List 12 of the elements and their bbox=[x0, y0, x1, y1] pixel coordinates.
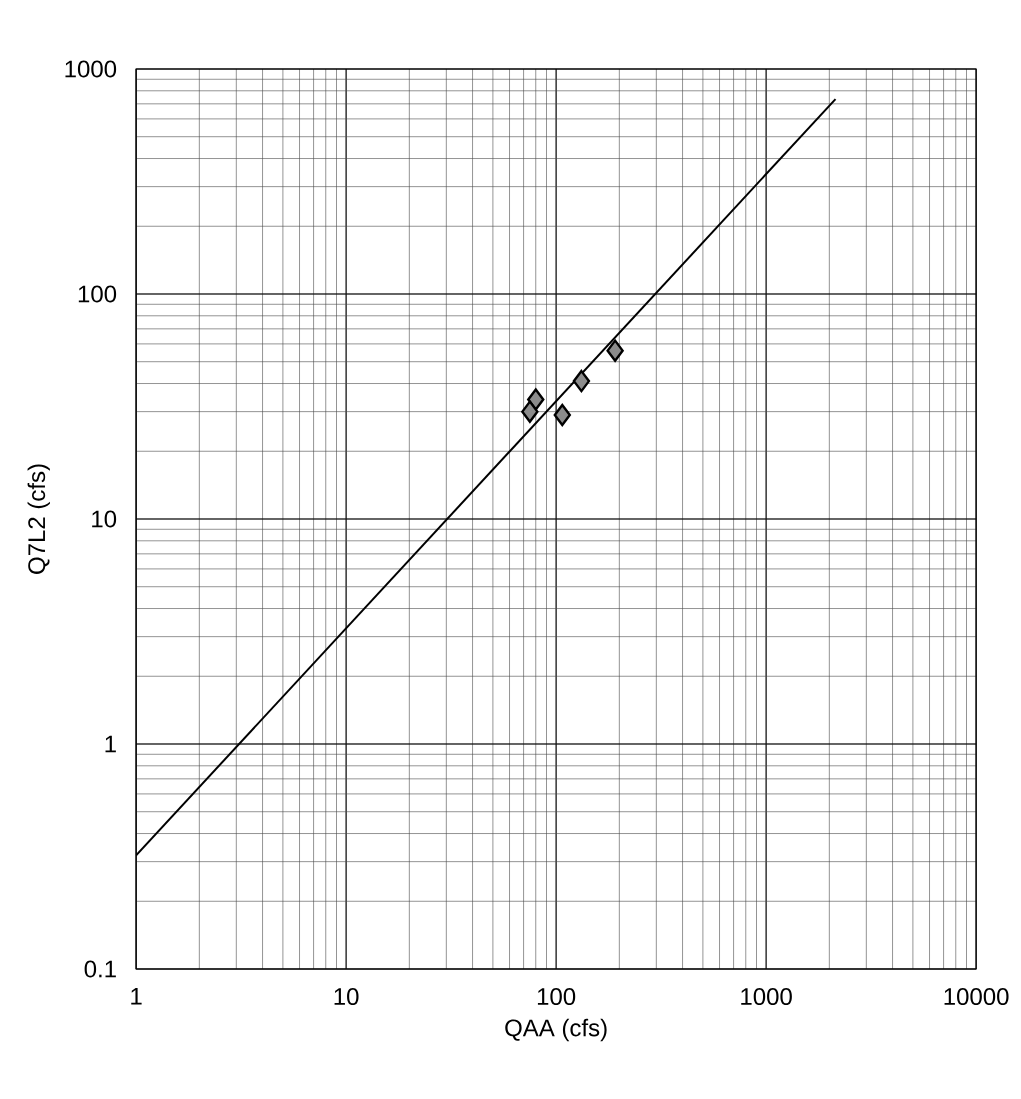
x-tick-label: 10000 bbox=[944, 988, 1009, 1006]
y-tick-label: 10 bbox=[92, 510, 117, 528]
y-tick-label: 1000 bbox=[65, 60, 117, 78]
x-tick-label: 10 bbox=[334, 988, 359, 1006]
x-tick-label: 1000 bbox=[741, 988, 792, 1006]
y-tick-label: 0.1 bbox=[84, 960, 116, 978]
x-axis-title: QAA (cfs) bbox=[505, 1018, 607, 1042]
y-tick-label: 100 bbox=[78, 285, 117, 303]
y-tick-label: 1 bbox=[105, 735, 116, 753]
x-tick-label: 100 bbox=[537, 988, 576, 1006]
y-axis-title: Q7L2 (cfs) bbox=[27, 464, 50, 574]
x-tick-label: 1 bbox=[131, 988, 142, 1005]
